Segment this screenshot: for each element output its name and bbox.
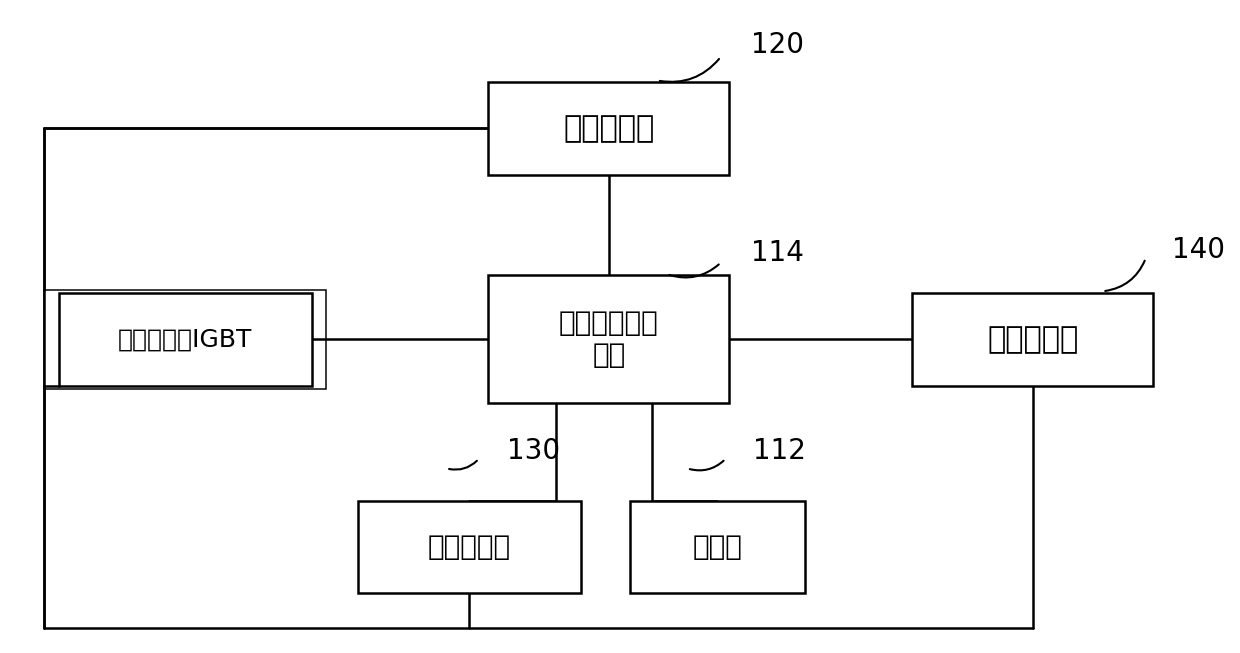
Bar (358, 501, 580, 594)
Text: 加热电流源: 加热电流源 (987, 325, 1079, 354)
Bar (58, 293, 311, 386)
Text: 120: 120 (751, 31, 804, 59)
Bar (630, 501, 805, 594)
Text: 待测逆导型IGBT: 待测逆导型IGBT (118, 327, 252, 351)
Text: 114: 114 (751, 239, 804, 267)
Text: 控制器: 控制器 (692, 533, 743, 561)
Text: 130: 130 (507, 437, 559, 465)
Text: 栅极电压源: 栅极电压源 (563, 114, 655, 143)
Bar (45, 290, 326, 389)
Bar (913, 293, 1153, 386)
Bar (489, 276, 729, 403)
Text: 140: 140 (1172, 236, 1225, 264)
Text: 112: 112 (754, 437, 806, 465)
Bar (489, 82, 729, 175)
Text: 测试电流源: 测试电流源 (428, 533, 511, 561)
Text: 电压电流源控
制器: 电压电流源控 制器 (559, 309, 658, 370)
